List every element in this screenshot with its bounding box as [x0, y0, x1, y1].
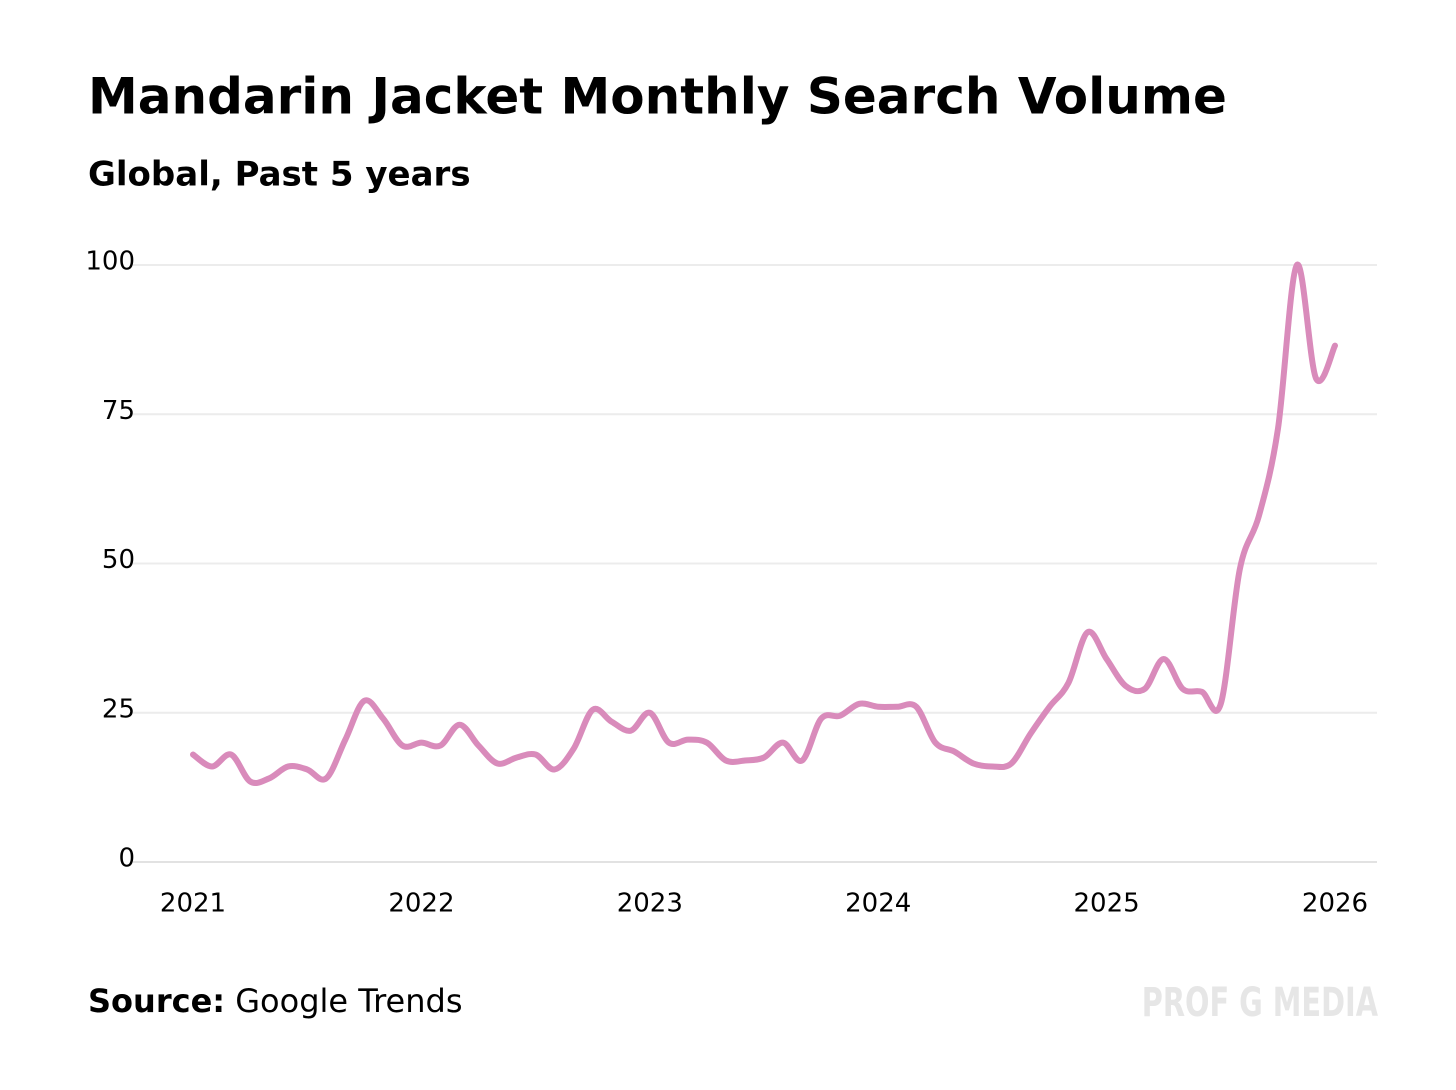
- y-tick-label: 100: [85, 247, 135, 277]
- x-tick-label: 2023: [617, 889, 683, 919]
- y-tick-label: 50: [102, 545, 135, 575]
- y-tick-label: 75: [102, 396, 135, 426]
- source-text: Google Trends: [235, 982, 462, 1020]
- chart-title: Mandarin Jacket Monthly Search Volume: [88, 68, 1227, 126]
- y-tick-label: 0: [118, 844, 135, 874]
- line: [190, 261, 1338, 786]
- x-tick-label: 2024: [845, 889, 911, 919]
- chart-subtitle: Global, Past 5 years: [88, 155, 471, 195]
- x-tick-label: 2026: [1302, 889, 1368, 919]
- x-tick-label: 2021: [160, 889, 226, 919]
- y-tick-label: 25: [102, 694, 135, 724]
- source-label: Source:: [88, 982, 225, 1020]
- watermark: PROF G MEDIA: [1142, 978, 1379, 1025]
- source: Source: Google Trends: [88, 982, 463, 1020]
- x-tick-label: 2025: [1074, 889, 1140, 919]
- x-tick-label: 2022: [388, 889, 454, 919]
